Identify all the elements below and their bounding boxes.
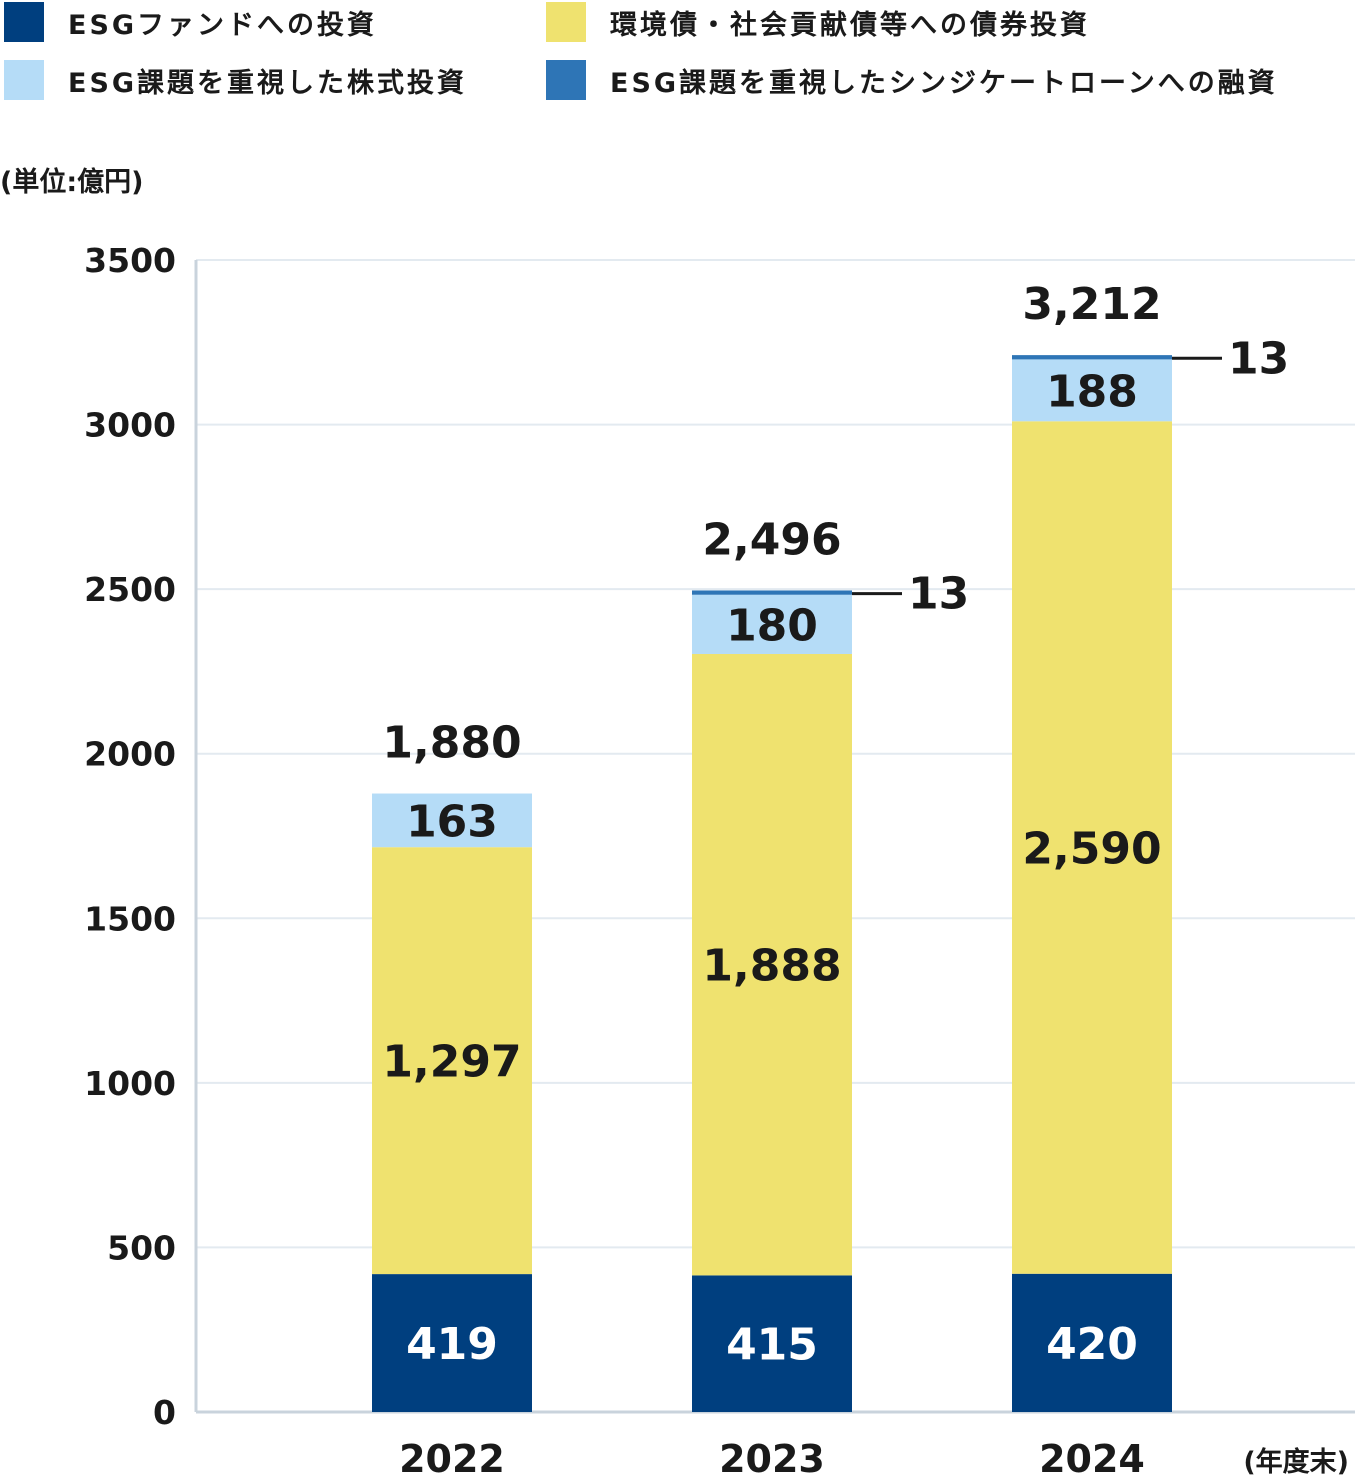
y-tick-label: 3500 [84, 241, 176, 280]
bar-segment [372, 793, 532, 848]
legend-item-green-bonds: 環境債・社会貢献債等への債券投資 [546, 2, 1090, 42]
total-label: 2,496 [702, 514, 841, 565]
y-tick-label: 500 [107, 1228, 176, 1267]
data-label: 420 [1046, 1319, 1138, 1370]
legend-swatch-syndicated-loan [546, 60, 586, 100]
bar-segment [1012, 1273, 1172, 1412]
x-tick-label: 2023 [719, 1437, 825, 1476]
y-tick-label: 3000 [84, 406, 176, 445]
data-label: 13 [908, 569, 969, 620]
data-label: 13 [1228, 333, 1289, 384]
bar-segment [692, 653, 852, 1276]
legend-label-esg-equity: ESG課題を重視した株式投資 [68, 67, 468, 99]
data-label: 2,590 [1022, 824, 1161, 875]
bar-segment [1012, 355, 1172, 360]
year-end-label: (年度末) [1243, 1447, 1349, 1478]
total-label: 3,212 [1022, 279, 1161, 330]
bar-segment [692, 594, 852, 654]
legend-item-esg-equity: ESG課題を重視した株式投資 [4, 60, 467, 100]
legend-label-green-bonds: 環境債・社会貢献債等への債券投資 [610, 9, 1090, 41]
y-tick-label: 1500 [84, 899, 176, 938]
data-label: 180 [726, 600, 818, 651]
legend-label-syndicated-loan: ESG課題を重視したシンジケートローンへの融資 [610, 67, 1278, 99]
data-label: 1,297 [382, 1037, 521, 1088]
y-tick-label: 2000 [84, 735, 176, 774]
y-tick-label: 0 [153, 1393, 176, 1432]
data-label: 419 [406, 1319, 498, 1370]
legend-item-syndicated-loan: ESG課題を重視したシンジケートローンへの融資 [546, 60, 1278, 100]
total-label: 1,880 [382, 718, 521, 769]
data-label: 163 [406, 796, 498, 847]
y-tick-label: 2500 [84, 570, 176, 609]
bar-segment [372, 1274, 532, 1412]
legend-item-esg-fund: ESGファンドへの投資 [4, 2, 377, 42]
data-label: 1,888 [702, 941, 841, 992]
y-tick-label: 1000 [84, 1064, 176, 1103]
bar-segment [372, 847, 532, 1275]
legend-swatch-esg-equity [4, 60, 44, 100]
data-label: 188 [1046, 366, 1138, 417]
bar-segment [692, 590, 852, 595]
legend-label-esg-fund: ESGファンドへの投資 [68, 9, 378, 41]
bar-segment [692, 1275, 852, 1412]
legend-swatch-esg-fund [4, 2, 44, 42]
bar-segment [1012, 359, 1172, 422]
x-tick-label: 2022 [399, 1437, 505, 1476]
bar-segment [1012, 421, 1172, 1274]
legend-swatch-green-bonds [546, 2, 586, 42]
data-label: 415 [726, 1320, 818, 1371]
unit-label: (単位:億円) [0, 167, 144, 198]
x-tick-label: 2024 [1039, 1437, 1145, 1476]
legend: ESGファンドへの投資 環境債・社会貢献債等への債券投資 ESG課題を重視した株… [0, 0, 1355, 110]
